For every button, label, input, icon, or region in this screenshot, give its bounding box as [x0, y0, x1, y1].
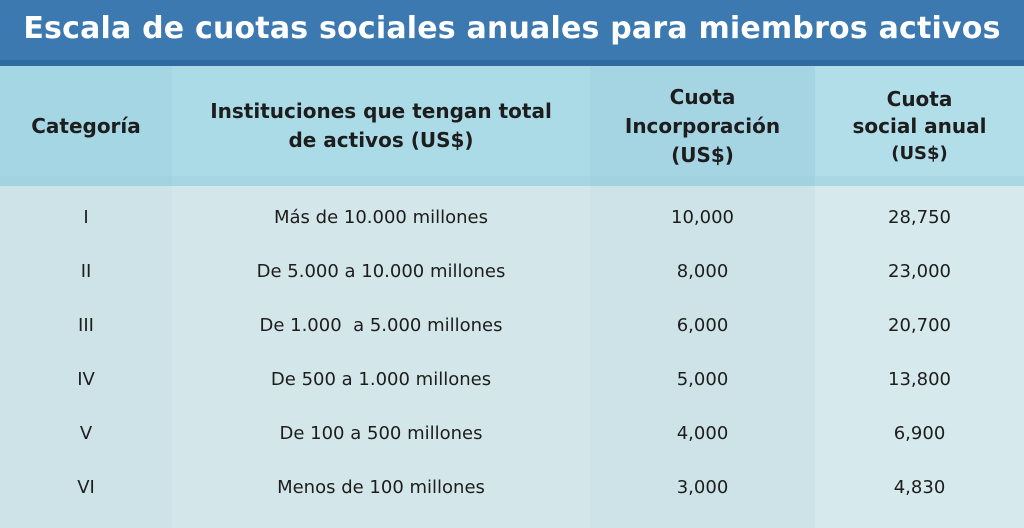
title-bar	[0, 0, 1024, 66]
cell-anual: 6,900	[893, 422, 946, 444]
header-categoria-label: Categoría	[31, 113, 141, 138]
header-instituciones: Instituciones que tengan total de activo…	[172, 66, 590, 186]
table-row: IV De 500 a 1.000 millones 5,000 13,800	[0, 352, 1024, 406]
header-instituciones-line1: Instituciones que tengan total	[210, 99, 552, 123]
cell-activos: De 500 a 1.000 millones	[270, 368, 492, 390]
page-title: Escala de cuotas sociales anuales para m…	[23, 11, 1001, 46]
cell-activos: De 5.000 a 10.000 millones	[256, 260, 506, 282]
header-categoria: Categoría	[0, 66, 172, 186]
header-cuota-inc-line1: Cuota	[669, 84, 736, 109]
cell-categoria: II	[80, 260, 92, 282]
cell-incorporacion: 5,000	[676, 368, 729, 390]
table-row: II De 5.000 a 10.000 millones 8,000 23,0…	[0, 244, 1024, 298]
header-cuota-anual-line2: social anual	[852, 113, 987, 138]
cell-activos: Menos de 100 millones	[277, 476, 485, 498]
cell-anual: 23,000	[888, 260, 951, 282]
cell-incorporacion: 6,000	[676, 314, 729, 336]
table-row: III De 1.000 a 5.000 millones 6,000 20,7…	[0, 298, 1024, 352]
header-cuota-inc-line2: Incorporación	[624, 113, 781, 138]
table-row: VI Menos de 100 millones 3,000 4,830	[0, 460, 1024, 514]
table-row: I Más de 10.000 millones 10,000 28,750	[0, 190, 1024, 244]
header-shadow	[0, 176, 1024, 186]
cell-anual: 28,750	[888, 206, 951, 228]
cell-anual: 13,800	[888, 368, 951, 390]
cell-incorporacion: 10,000	[671, 206, 734, 228]
cell-categoria: I	[83, 206, 89, 228]
header-cuota-anual-line3: (US$)	[891, 142, 948, 164]
cell-activos: De 100 a 500 millones	[279, 422, 483, 444]
cell-categoria: IV	[77, 368, 95, 390]
cell-incorporacion: 4,000	[676, 422, 729, 444]
cell-categoria: V	[79, 422, 93, 444]
header-cuota-incorporacion: Cuota Incorporación (US$)	[590, 66, 815, 186]
cell-incorporacion: 8,000	[676, 260, 729, 282]
cell-activos: De 1.000 a 5.000 millones	[259, 314, 503, 336]
cell-anual: 4,830	[893, 476, 946, 498]
cell-activos: Más de 10.000 millones	[274, 206, 488, 228]
cell-categoria: III	[78, 314, 94, 336]
cell-anual: 20,700	[888, 314, 951, 336]
cell-incorporacion: 3,000	[676, 476, 729, 498]
table-row: V De 100 a 500 millones 4,000 6,900	[0, 406, 1024, 460]
header-cuota-anual-line1: Cuota	[886, 86, 953, 111]
header-cuota-anual: Cuota social anual (US$)	[815, 66, 1024, 186]
cell-categoria: VI	[77, 476, 95, 498]
header-cuota-inc-line3: (US$)	[671, 142, 734, 167]
header-instituciones-line2: de activos (US$)	[288, 128, 474, 152]
